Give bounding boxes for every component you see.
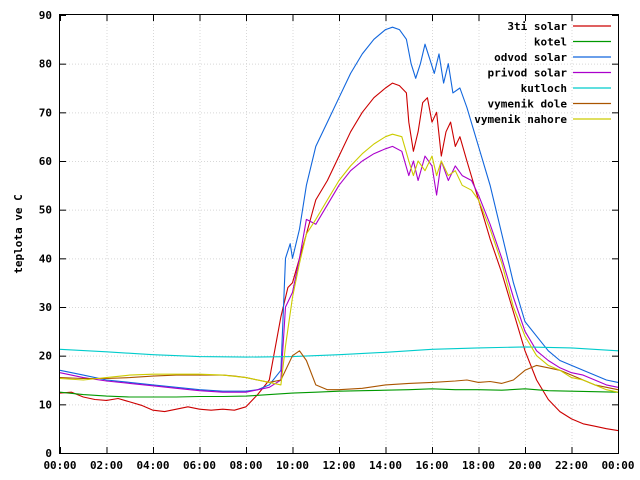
x-tick-label: 06:00	[183, 459, 216, 472]
legend-label: kotel	[534, 36, 567, 49]
legend-label: kutloch	[521, 82, 567, 95]
x-tick-label: 00:00	[43, 459, 76, 472]
x-tick-label: 22:00	[555, 459, 588, 472]
x-tick-label: 04:00	[136, 459, 169, 472]
series-lines	[59, 26, 619, 432]
y-tick-label: 70	[39, 106, 52, 119]
x-tick-label: 20:00	[508, 459, 541, 472]
x-axis-ticks: 00:00 02:00 04:00 06:00 08:00 10:00 12:00 14:00…	[43, 15, 635, 472]
y-axis-ticks: 0 10 20 30 40 50 60 70 80 90	[39, 9, 618, 460]
y-tick-label: 10	[39, 398, 52, 411]
x-tick-label: 00:00	[601, 459, 634, 472]
plot-frame	[59, 14, 619, 454]
x-tick-label: 02:00	[90, 459, 123, 472]
y-tick-label: 80	[39, 58, 52, 71]
x-tick-label: 14:00	[369, 459, 402, 472]
x-tick-label: 18:00	[462, 459, 495, 472]
legend-label: privod solar	[488, 67, 568, 80]
x-tick-label: 08:00	[229, 459, 262, 472]
x-tick-label: 12:00	[322, 459, 355, 472]
series-line-kutloch	[59, 346, 619, 358]
series-line-kotel	[59, 388, 619, 398]
legend-label: odvod solar	[494, 51, 567, 64]
y-tick-label: 50	[39, 204, 52, 217]
y-tick-label: 90	[39, 9, 52, 22]
x-tick-label: 10:00	[276, 459, 309, 472]
y-tick-label: 0	[45, 447, 52, 460]
series-line-3ti-solar	[59, 82, 619, 432]
x-tick-label: 16:00	[415, 459, 448, 472]
y-axis-title: teplota ve C	[12, 194, 25, 273]
y-tick-label: 30	[39, 301, 52, 314]
legend-label: vymenik nahore	[474, 113, 567, 126]
series-line-privod-solar	[59, 145, 619, 393]
grid	[60, 15, 618, 453]
legend: 3ti solar kotel odvod solar privod solar kut…	[474, 20, 611, 126]
y-tick-label: 20	[39, 350, 52, 363]
series-line-vymenik-nahore	[59, 133, 619, 393]
y-tick-label: 60	[39, 155, 52, 168]
y-tick-label: 40	[39, 252, 52, 265]
series-line-vymenik-dole	[59, 350, 619, 391]
legend-label: 3ti solar	[507, 20, 567, 33]
legend-label: vymenik dole	[488, 98, 568, 111]
